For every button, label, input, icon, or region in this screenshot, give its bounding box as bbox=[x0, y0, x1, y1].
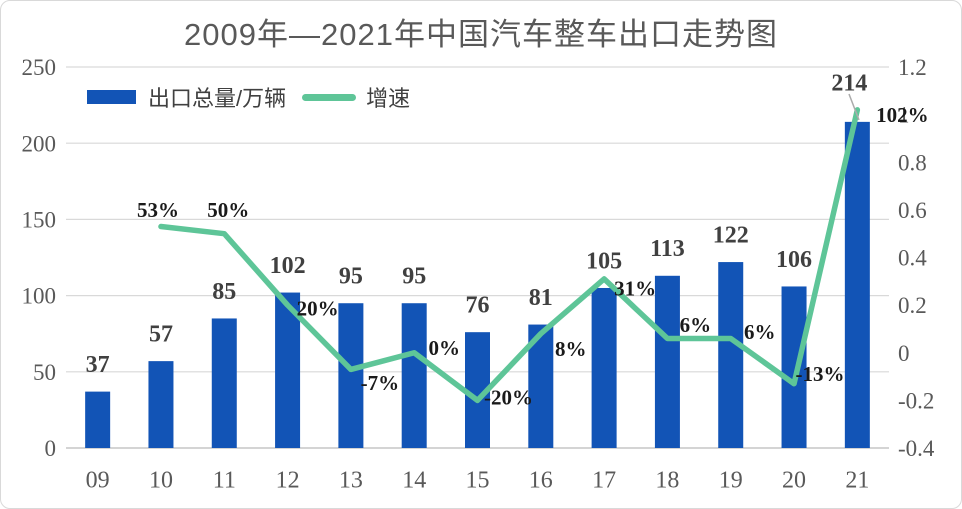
growth-pct-label: 31% bbox=[614, 276, 656, 300]
y-axis-left-tick: 250 bbox=[22, 55, 57, 80]
growth-pct-label: 50% bbox=[207, 198, 249, 222]
y-axis-left-tick: 150 bbox=[22, 207, 57, 232]
label-leader-line bbox=[848, 93, 860, 121]
growth-pct-label: 0% bbox=[428, 336, 460, 360]
y-axis-right-tick: 0 bbox=[898, 341, 910, 366]
export-bar-18 bbox=[654, 275, 680, 448]
bar-value-label: 214 bbox=[831, 70, 867, 96]
growth-pct-label: -20% bbox=[484, 386, 533, 410]
y-axis-left-tick: 200 bbox=[22, 131, 57, 156]
growth-pct-label: 6% bbox=[680, 313, 712, 337]
growth-pct-label: 8% bbox=[555, 337, 587, 361]
y-axis-right-tick: 0.4 bbox=[898, 246, 927, 271]
export-bar-19 bbox=[718, 262, 744, 448]
legend-line-label: 增速 bbox=[366, 86, 411, 111]
y-axis-left-tick: 50 bbox=[33, 360, 56, 385]
x-axis-label: 21 bbox=[845, 467, 869, 493]
bar-value-label: 113 bbox=[650, 236, 685, 262]
x-axis-label: 11 bbox=[213, 467, 236, 493]
y-axis-right-tick: 0.6 bbox=[898, 198, 927, 223]
bar-value-label: 76 bbox=[466, 293, 490, 319]
export-bar-13 bbox=[338, 303, 364, 448]
export-bar-11 bbox=[211, 318, 237, 448]
y-axis-left-tick: 100 bbox=[22, 284, 57, 309]
bar-value-label: 81 bbox=[529, 285, 553, 311]
y-axis-right-tick: 1.2 bbox=[898, 55, 927, 80]
y-axis-right-tick: 0.8 bbox=[898, 150, 927, 175]
x-axis-label: 20 bbox=[782, 467, 806, 493]
x-axis-label: 13 bbox=[339, 467, 363, 493]
export-bar-17 bbox=[591, 287, 617, 448]
y-axis-right-tick: -0.4 bbox=[898, 436, 935, 461]
growth-pct-label: -13% bbox=[796, 362, 845, 386]
bar-value-label: 85 bbox=[212, 279, 236, 305]
x-axis-label: 15 bbox=[466, 467, 490, 493]
growth-pct-label: -7% bbox=[361, 371, 400, 395]
chart-title: 2009年—2021年中国汽车整车出口走势图 bbox=[184, 17, 778, 52]
y-axis-right-tick: -0.2 bbox=[898, 388, 934, 413]
export-bar-12 bbox=[275, 292, 301, 448]
export-bar-14 bbox=[401, 303, 427, 448]
export-bar-09 bbox=[85, 391, 111, 448]
y-axis-right-tick: 1 bbox=[898, 103, 910, 128]
x-axis-label: 16 bbox=[529, 467, 553, 493]
growth-pct-label: 6% bbox=[744, 320, 776, 344]
growth-pct-label: 53% bbox=[137, 198, 179, 222]
legend-bar-swatch-icon bbox=[87, 90, 136, 104]
growth-line bbox=[158, 107, 861, 404]
bar-value-label: 57 bbox=[149, 322, 173, 348]
y-axis-right-tick: 0.2 bbox=[898, 293, 927, 318]
y-axis-left-tick: 0 bbox=[45, 436, 57, 461]
legend: 出口总量/万辆 增速 bbox=[87, 81, 410, 113]
export-bar-21 bbox=[844, 121, 870, 448]
x-axis-label: 12 bbox=[276, 467, 300, 493]
legend-line-swatch-icon bbox=[302, 93, 357, 101]
x-axis-label: 09 bbox=[86, 467, 110, 493]
bar-value-label: 102 bbox=[270, 253, 306, 279]
x-axis-label: 17 bbox=[592, 467, 616, 493]
growth-pct-label: 102% bbox=[876, 103, 929, 127]
x-axis-label: 18 bbox=[655, 467, 679, 493]
growth-pct-label: 20% bbox=[297, 296, 339, 320]
bar-value-label: 95 bbox=[402, 264, 426, 290]
legend-bar-label: 出口总量/万辆 bbox=[148, 86, 287, 111]
x-axis-label: 10 bbox=[149, 467, 173, 493]
bar-value-label: 105 bbox=[586, 248, 622, 274]
bar-value-label: 95 bbox=[339, 264, 363, 290]
x-axis-label: 14 bbox=[402, 467, 426, 493]
bar-value-label: 122 bbox=[713, 222, 749, 248]
x-axis-label: 19 bbox=[719, 467, 743, 493]
export-bar-20 bbox=[781, 286, 807, 448]
bar-value-label: 37 bbox=[86, 352, 110, 378]
export-bar-10 bbox=[148, 361, 174, 448]
bar-value-label: 106 bbox=[776, 247, 812, 273]
